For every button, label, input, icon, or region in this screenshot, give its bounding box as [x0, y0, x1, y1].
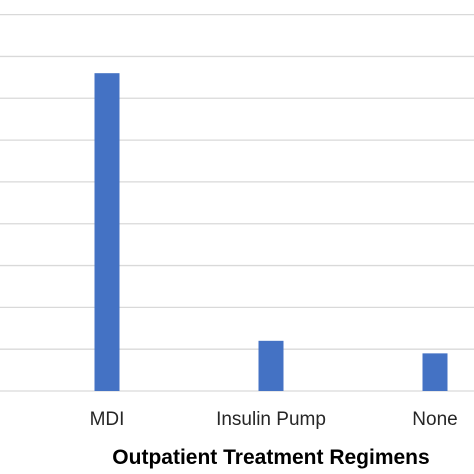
bar-none: [422, 353, 448, 391]
bar-insulin-pump: [258, 340, 284, 391]
x-tick-label-insulin-pump: Insulin Pump: [216, 409, 326, 430]
bar-mdi: [94, 73, 120, 391]
x-tick-labels: MDI Insulin Pump None: [90, 409, 458, 430]
x-axis-title: Outpatient Treatment Regimens: [112, 446, 429, 469]
gridlines: [0, 13, 474, 392]
bars: [94, 73, 448, 391]
x-tick-label-none: None: [412, 409, 457, 430]
x-tick-label-mdi: MDI: [90, 409, 125, 430]
